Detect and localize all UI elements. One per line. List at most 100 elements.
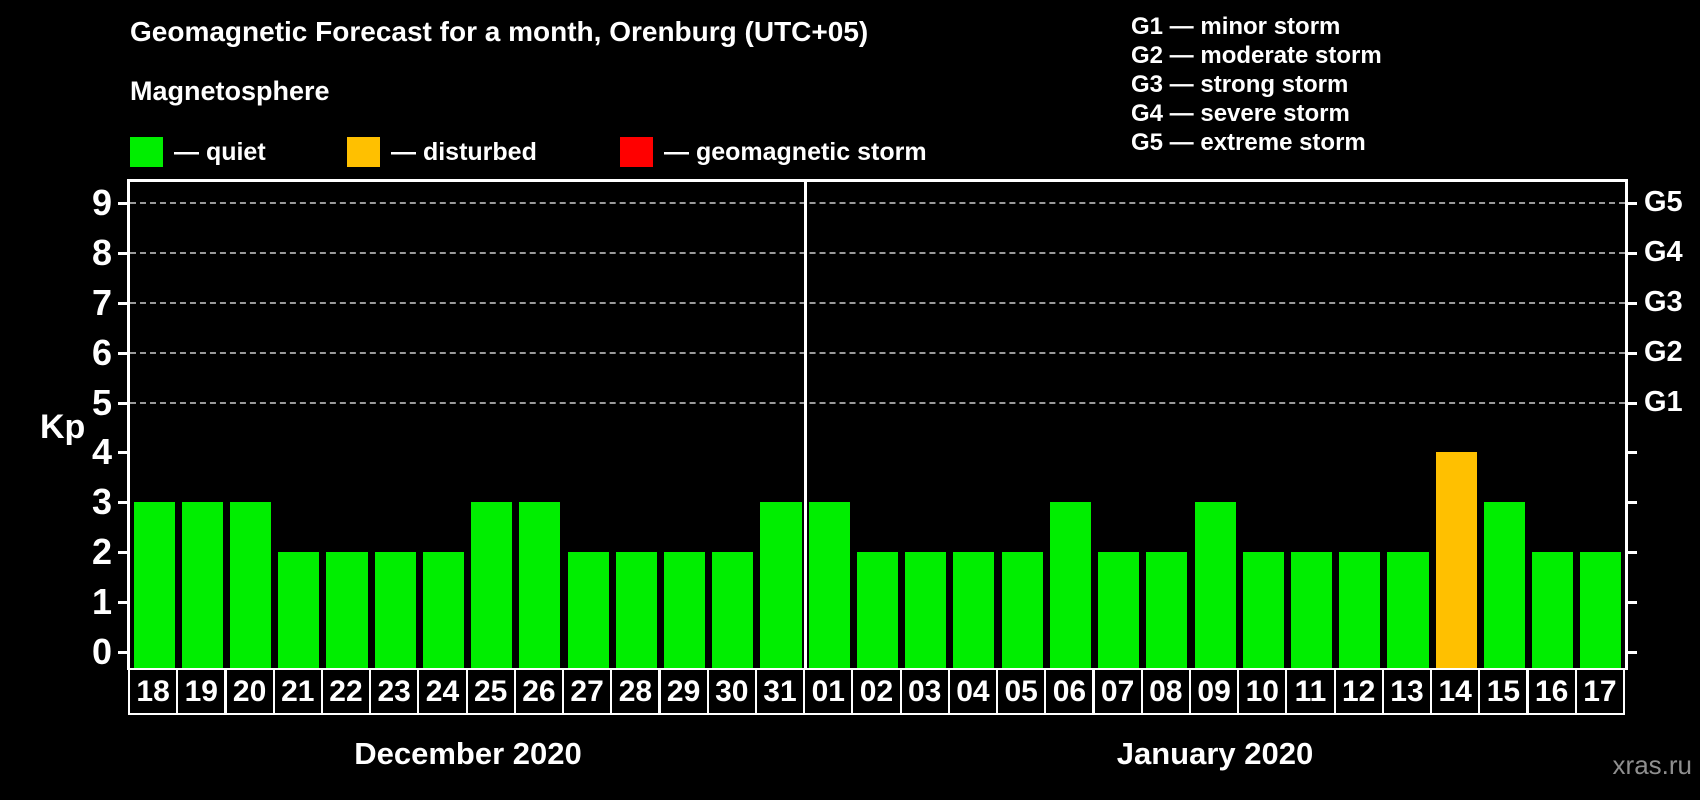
day-label-jan-17: 17 <box>1574 668 1625 715</box>
legend-label-disturbed: — disturbed <box>391 137 537 166</box>
kp-bar-jan-14 <box>1435 452 1477 668</box>
kp-bar-dec-18 <box>133 502 175 668</box>
y-tick-right-9 <box>1625 202 1637 205</box>
y-tick-right-6 <box>1625 351 1637 355</box>
month-separator-line <box>803 182 807 668</box>
day-label-dec-31: 31 <box>754 668 806 715</box>
chart-subtitle: Magnetosphere <box>130 76 330 106</box>
legend-label-quiet: — quiet <box>174 137 266 166</box>
kp-bar-dec-26 <box>519 502 561 668</box>
g-scale-legend: G1 — minor storm G2 — moderate storm G3 … <box>1131 12 1382 157</box>
day-label-dec-23: 23 <box>369 668 420 715</box>
y-tick-right-0 <box>1625 651 1637 654</box>
day-label-jan-02: 02 <box>851 668 902 715</box>
gridline-kp-9 <box>130 202 1625 204</box>
day-label-dec-19: 19 <box>176 668 227 715</box>
day-label-dec-24: 24 <box>417 668 468 715</box>
disturbed-color-swatch <box>347 137 380 167</box>
day-label-jan-01: 01 <box>803 668 854 715</box>
day-label-dec-20: 20 <box>224 668 275 715</box>
day-label-jan-04: 04 <box>947 668 998 715</box>
y-tick-label-3: 3 <box>91 481 112 523</box>
g-scale-legend-g2: G2 — moderate storm <box>1131 42 1382 69</box>
day-label-jan-10: 10 <box>1237 668 1288 715</box>
g-scale-legend-g5: G5 — extreme storm <box>1131 129 1366 156</box>
gridline-kp-7 <box>130 301 1625 304</box>
kp-bar-dec-25 <box>471 502 513 668</box>
month-label-january: January 2020 <box>1116 736 1314 771</box>
day-label-jan-06: 06 <box>1044 668 1095 715</box>
kp-bar-jan-02 <box>856 552 899 668</box>
kp-bar-jan-11 <box>1290 552 1333 668</box>
y-tick-left-0 <box>118 651 130 654</box>
day-label-dec-28: 28 <box>610 668 661 715</box>
day-label-jan-15: 15 <box>1478 668 1529 715</box>
legend-item-storm: — geomagnetic storm <box>620 136 927 168</box>
y-tick-label-5: 5 <box>91 381 112 423</box>
y-tick-right-8 <box>1625 251 1637 255</box>
watermark: xras.ru <box>1612 750 1692 780</box>
y-tick-right-4 <box>1625 451 1637 455</box>
month-label-december: December 2020 <box>354 736 582 771</box>
kp-bar-dec-21 <box>278 552 320 668</box>
kp-bar-jan-04 <box>953 552 995 668</box>
chart-title: Geomagnetic Forecast for a month, Orenbu… <box>130 16 869 47</box>
legend-item-disturbed: — disturbed <box>347 136 537 168</box>
g-axis-label-g3: G3 <box>1644 285 1683 318</box>
day-label-jan-07: 07 <box>1092 668 1143 715</box>
day-label-jan-05: 05 <box>996 668 1047 715</box>
day-label-dec-27: 27 <box>562 668 613 715</box>
day-label-jan-16: 16 <box>1526 668 1577 715</box>
kp-bar-jan-09 <box>1194 502 1236 668</box>
y-tick-label-8: 8 <box>91 231 112 273</box>
y-tick-right-5 <box>1625 401 1637 405</box>
kp-bar-dec-22 <box>326 552 368 668</box>
kp-bar-jan-08 <box>1146 552 1188 668</box>
y-tick-label-2: 2 <box>91 531 112 573</box>
g-scale-legend-g3: G3 — strong storm <box>1131 71 1349 98</box>
kp-bar-jan-07 <box>1098 552 1140 668</box>
legend-item-quiet: — quiet <box>130 136 266 168</box>
day-label-dec-22: 22 <box>320 668 372 715</box>
day-label-dec-18: 18 <box>128 668 179 715</box>
y-tick-left-3 <box>118 501 130 505</box>
y-tick-left-6 <box>118 351 130 355</box>
kp-bar-jan-13 <box>1387 552 1429 668</box>
day-label-jan-13: 13 <box>1381 668 1433 715</box>
y-tick-right-3 <box>1625 501 1637 505</box>
kp-bar-dec-29 <box>664 552 706 668</box>
kp-bar-dec-31 <box>760 502 802 668</box>
plot-area <box>127 179 1628 670</box>
y-tick-label-1: 1 <box>91 581 112 623</box>
kp-bar-dec-24 <box>422 552 465 668</box>
day-label-jan-14: 14 <box>1430 668 1481 715</box>
kp-bar-dec-19 <box>181 502 223 668</box>
gridline-kp-5 <box>130 401 1625 404</box>
y-tick-right-2 <box>1625 551 1637 555</box>
y-tick-right-7 <box>1625 301 1637 305</box>
y-tick-label-7: 7 <box>91 281 112 323</box>
kp-bar-jan-01 <box>808 502 850 668</box>
y-tick-left-9 <box>118 202 130 205</box>
y-tick-label-4: 4 <box>91 431 112 473</box>
day-label-dec-30: 30 <box>706 668 757 715</box>
gridline-kp-6 <box>130 351 1625 354</box>
day-label-jan-08: 08 <box>1140 668 1191 715</box>
y-tick-label-0: 0 <box>91 631 112 672</box>
gridline-kp-8 <box>130 251 1625 254</box>
g-axis-label-g5: G5 <box>1644 186 1683 218</box>
y-tick-right-1 <box>1625 601 1637 605</box>
day-label-dec-29: 29 <box>658 668 709 715</box>
kp-bar-dec-20 <box>230 502 272 668</box>
g-scale-legend-g4: G4 — severe storm <box>1131 100 1350 127</box>
y-tick-left-7 <box>118 301 130 305</box>
g-axis-label-g1: G1 <box>1644 385 1683 418</box>
y-tick-left-2 <box>118 551 130 555</box>
y-tick-label-9: 9 <box>91 182 112 223</box>
kp-bar-jan-16 <box>1532 552 1574 668</box>
kp-bar-dec-28 <box>615 552 657 668</box>
g-axis-label-g2: G2 <box>1644 335 1683 368</box>
day-label-dec-21: 21 <box>272 668 323 715</box>
y-tick-label-6: 6 <box>91 331 112 373</box>
